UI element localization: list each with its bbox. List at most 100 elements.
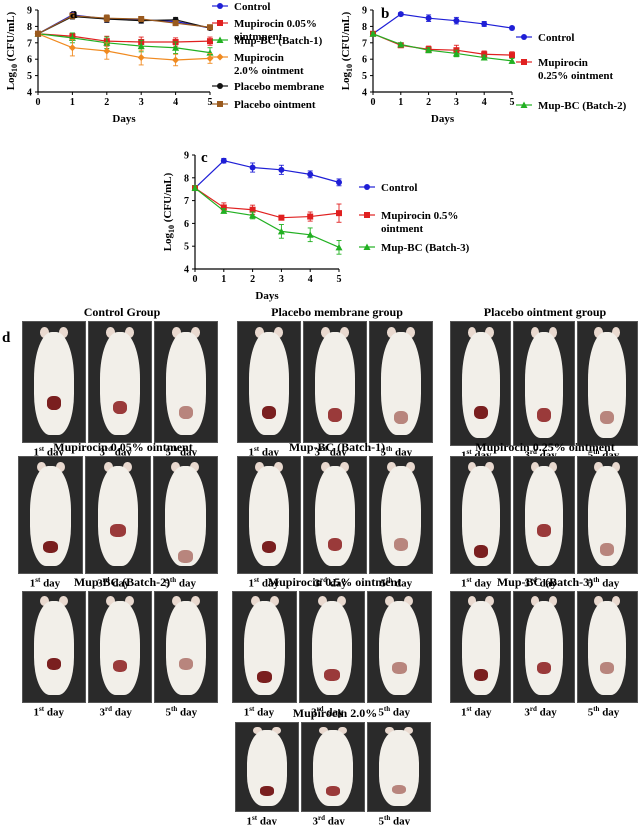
- data-point: [137, 42, 145, 50]
- legend-marker: [217, 101, 223, 107]
- data-point: [307, 171, 314, 178]
- y-tick-label: 6: [362, 55, 367, 66]
- x-tick-label: 0: [193, 274, 198, 285]
- data-point: [249, 211, 257, 219]
- y-tick-label: 8: [184, 173, 189, 184]
- photo-group-title: Mup-BC (Batch-2): [73, 575, 171, 589]
- x-tick-label: 4: [173, 97, 178, 108]
- mouse-photo: [367, 722, 431, 812]
- mouse-photo: [303, 321, 367, 443]
- mouse-photo: [85, 456, 151, 574]
- legend-label: Placebo ointment: [234, 99, 316, 111]
- wound-mark: [325, 786, 341, 797]
- mouse-photo: [299, 591, 365, 703]
- data-point: [307, 213, 314, 220]
- mouse-body: [461, 600, 500, 696]
- mouse-ear: [485, 596, 494, 607]
- mouse-body: [34, 331, 74, 435]
- data-point: [306, 231, 314, 238]
- data-point: [425, 15, 432, 22]
- mouse-ear: [124, 326, 134, 338]
- mouse-ear: [255, 461, 265, 473]
- data-point: [103, 15, 110, 22]
- wound-mark: [393, 538, 409, 551]
- x-tick-label: 2: [426, 97, 431, 108]
- legend-label: Mup-BC (Batch-2): [538, 100, 627, 112]
- mouse-ear: [190, 461, 200, 473]
- y-tick-label: 8: [27, 22, 32, 33]
- day-label: 3rd day: [99, 705, 132, 719]
- panel-label-a: a: [70, 6, 78, 22]
- photo-group-title: Placebo membrane group: [271, 305, 403, 319]
- photo-group-title: Mup-BC (Batch-3): [496, 575, 594, 589]
- mouse-photo: [301, 722, 365, 812]
- mouse-ear: [387, 326, 397, 338]
- day-label: 5th day: [378, 814, 411, 825]
- y-axis-label: Log10 (CFU/mL): [5, 11, 19, 90]
- series-b-2: [369, 30, 516, 64]
- day-label: 5th day: [380, 576, 413, 590]
- y-tick-label: 9: [27, 6, 32, 17]
- data-point: [277, 227, 285, 235]
- mouse-ear: [273, 461, 283, 473]
- legend-label: Mup-BC (Batch-1): [234, 35, 323, 47]
- y-tick-label: 5: [362, 71, 367, 82]
- x-tick-label: 1: [221, 274, 226, 285]
- x-tick-label: 5: [510, 97, 515, 108]
- day-label: 1st day: [248, 576, 279, 590]
- data-point: [278, 166, 285, 173]
- mouse-photo: [88, 591, 152, 703]
- mouse-ear: [171, 461, 181, 473]
- mouse-body: [525, 331, 563, 438]
- mouse-photo: [237, 456, 301, 574]
- legend-label: Mupirocin 0.05% ointmnent: [234, 18, 317, 43]
- day-label: 3rd day: [97, 576, 130, 590]
- mouse-photo: [576, 456, 638, 574]
- mouse-ear: [530, 461, 540, 473]
- day-label: 3rd day: [311, 705, 344, 719]
- legend-label: Placebo membrane: [234, 81, 324, 93]
- panel-label-d: d: [2, 330, 11, 346]
- mouse-ear: [269, 596, 279, 607]
- y-tick-label: 9: [184, 151, 189, 162]
- mouse-photo: [450, 321, 512, 446]
- mouse-ear: [190, 596, 200, 607]
- mouse-photo: [513, 321, 575, 446]
- x-tick-label: 2: [250, 274, 255, 285]
- photo-group-title: Mupirocin 0.05% ointment: [53, 440, 193, 454]
- x-axis-label: Days: [255, 290, 279, 302]
- legend-marker: [521, 59, 527, 65]
- data-point: [249, 206, 256, 213]
- mouse-ear: [58, 596, 68, 607]
- wound-mark: [261, 406, 277, 420]
- x-tick-label: 4: [482, 97, 487, 108]
- y-tick-label: 4: [184, 265, 189, 276]
- wound-mark: [112, 660, 128, 673]
- mouse-ear: [530, 596, 540, 607]
- data-point: [191, 184, 199, 192]
- wound-mark: [43, 540, 59, 554]
- series-line: [37, 33, 211, 43]
- y-tick-label: 5: [27, 71, 32, 82]
- legend-marker: [217, 3, 223, 9]
- series-line: [194, 160, 340, 189]
- series-a-4: [35, 13, 213, 37]
- legend-marker: [217, 83, 223, 89]
- mouse-ear: [123, 461, 132, 473]
- mouse-ear: [612, 596, 621, 607]
- data-point: [509, 25, 515, 32]
- x-axis-label: Days: [112, 113, 136, 125]
- chart-a: 0 1 2 3 4 5 4 5 6 7 8 9 Days Log10 (CFU/mL) Control Mup…: [5, 1, 324, 125]
- y-tick-label: 4: [27, 88, 32, 99]
- mouse-photo: [576, 321, 638, 446]
- data-point: [509, 52, 515, 59]
- x-tick-label: 0: [371, 97, 376, 108]
- wound-mark: [600, 662, 615, 675]
- mouse-photo: [235, 722, 299, 812]
- legend-marker: [217, 20, 223, 26]
- series-c-0: [192, 157, 342, 192]
- data-point: [249, 164, 256, 171]
- day-label: 5th day: [164, 576, 197, 590]
- legend-marker: [363, 243, 371, 250]
- series-a-5: [35, 12, 213, 37]
